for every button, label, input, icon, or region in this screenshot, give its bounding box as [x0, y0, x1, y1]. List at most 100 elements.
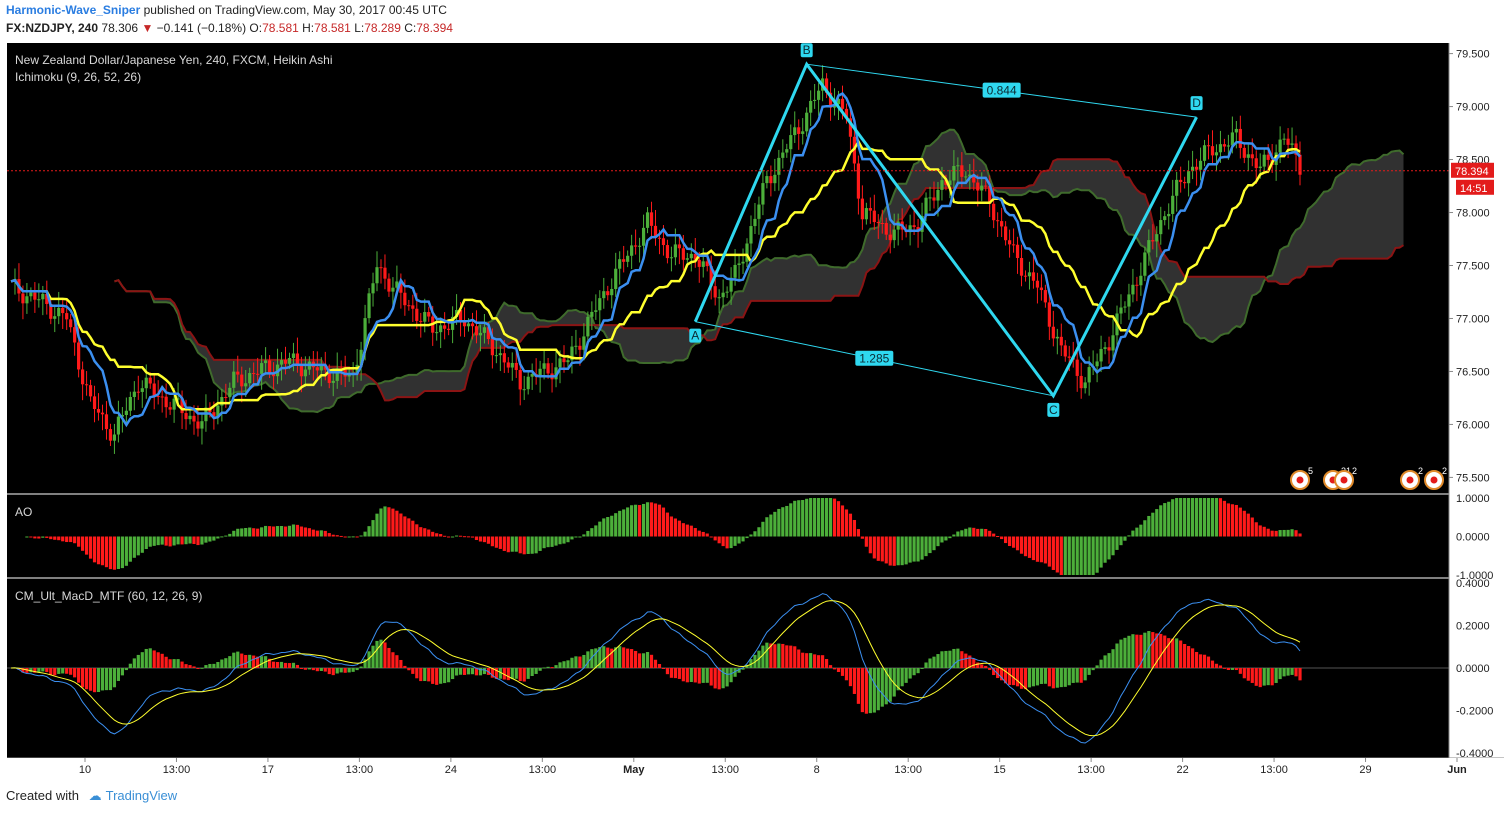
ao-bar — [371, 520, 375, 537]
close-label: C: — [404, 21, 417, 35]
ao-bar — [1039, 536, 1044, 563]
ao-bar — [1266, 528, 1270, 537]
macd-bar — [311, 668, 315, 671]
candle-body — [486, 327, 491, 340]
candle-body — [462, 320, 467, 327]
tradingview-brand-link[interactable]: TradingView — [105, 788, 178, 803]
ao-bar — [1099, 536, 1103, 568]
price-tick-label: 77.000 — [1456, 313, 1490, 325]
candle-body — [490, 339, 494, 356]
publish-info: published on TradingView.com, May 30, 20… — [143, 3, 447, 17]
author-link[interactable]: Harmonic-Wave_Sniper — [6, 3, 141, 17]
candle-body — [1039, 287, 1044, 291]
macd-bar — [212, 663, 216, 668]
price-tags: 78.394 14:51 — [1451, 162, 1494, 195]
ao-bar — [466, 536, 471, 538]
candle-body — [299, 364, 304, 377]
ao-bar — [108, 536, 113, 570]
macd-bar — [1206, 656, 1211, 668]
ao-bar — [968, 527, 972, 537]
chart-canvas[interactable]: 0.844 1.285 A B C D New Zealand Dollar/Japane… — [0, 40, 1504, 780]
candle-body — [602, 291, 606, 299]
event-markers[interactable]: 521222 — [1290, 466, 1447, 490]
macd-bar — [952, 648, 956, 668]
macd-bar — [1119, 639, 1123, 668]
candle-body — [1183, 182, 1187, 184]
candle-body — [49, 304, 53, 319]
candle-body — [439, 325, 443, 333]
ao-bar — [1051, 536, 1055, 570]
ao-bar — [944, 536, 948, 541]
ao-bar — [77, 536, 81, 547]
price-tick-label: 75.500 — [1456, 472, 1490, 484]
macd-bar — [1095, 665, 1099, 668]
ao-bar — [1238, 507, 1242, 537]
candle-body — [367, 293, 371, 319]
candle-body — [73, 327, 77, 343]
macd-bar — [236, 651, 240, 668]
ao-bar — [152, 536, 156, 546]
candle-body — [1099, 348, 1103, 362]
candle-body — [45, 293, 49, 305]
macd-bar — [506, 668, 510, 681]
macd-bar — [765, 642, 769, 668]
macd-bar — [582, 654, 586, 668]
candle-body — [1047, 302, 1051, 327]
macd-bar — [1051, 668, 1055, 689]
candle-body — [1194, 166, 1199, 170]
macd-bar — [761, 645, 765, 668]
macd-label: CM_Ult_MacD_MTF (60, 12, 26, 9) — [15, 589, 202, 603]
time-axis[interactable]: 10 13:00 17 13:00 24 13:00 May 13:00 8 13:00 15 13:… — [79, 758, 1467, 776]
macd-bar — [240, 653, 244, 668]
ao-bar — [1083, 536, 1087, 575]
candle-body — [964, 176, 968, 178]
harmonic-pattern: 0.844 1.285 A B C D — [689, 43, 1203, 417]
macd-bar — [228, 656, 232, 668]
macd-bar — [1230, 668, 1234, 670]
ao-bar — [848, 513, 853, 537]
ao-bar — [510, 536, 514, 552]
macd-bar — [884, 668, 888, 705]
candle-body — [745, 243, 749, 262]
ao-bar — [1262, 526, 1266, 537]
candle-body — [546, 363, 550, 374]
ao-bar — [196, 536, 200, 546]
ao-bar — [224, 535, 228, 537]
tradingview-logo-icon[interactable]: ☁ — [88, 788, 102, 803]
ao-bar — [1075, 536, 1079, 575]
ao-bar — [458, 535, 463, 537]
candle-body — [884, 223, 888, 235]
macd-bar — [108, 668, 113, 691]
candle-body — [1043, 290, 1047, 303]
candle-body — [634, 245, 638, 247]
candle-body — [689, 253, 693, 259]
created-with-label: Created with — [6, 788, 79, 803]
ao-bar — [626, 507, 630, 537]
ao-bar — [411, 520, 415, 537]
candle-body — [335, 368, 339, 381]
candle-body — [1147, 240, 1151, 253]
ao-bar — [1147, 515, 1151, 537]
ao-bar — [1151, 512, 1155, 537]
macd-bar — [685, 668, 689, 683]
macd-bar — [809, 653, 813, 668]
macd-bar — [1282, 668, 1286, 677]
macd-bar — [972, 658, 976, 668]
candle-body — [84, 384, 89, 386]
event-marker-count: 5 — [1308, 466, 1313, 476]
ao-bar — [578, 536, 582, 538]
macd-bar — [661, 668, 666, 669]
ao-bar — [208, 536, 212, 542]
macd-bar — [594, 648, 598, 668]
macd-bar — [1278, 668, 1282, 680]
candle-body — [972, 174, 976, 183]
macd-bar — [160, 653, 164, 668]
ao-bar — [761, 521, 765, 537]
macd-bar — [180, 661, 184, 668]
candle-body — [956, 165, 960, 167]
candle-body — [932, 197, 936, 201]
macd-bar — [936, 654, 940, 668]
ao-bar — [598, 521, 602, 537]
ao-bar — [69, 536, 73, 543]
macd-bar — [315, 668, 319, 672]
